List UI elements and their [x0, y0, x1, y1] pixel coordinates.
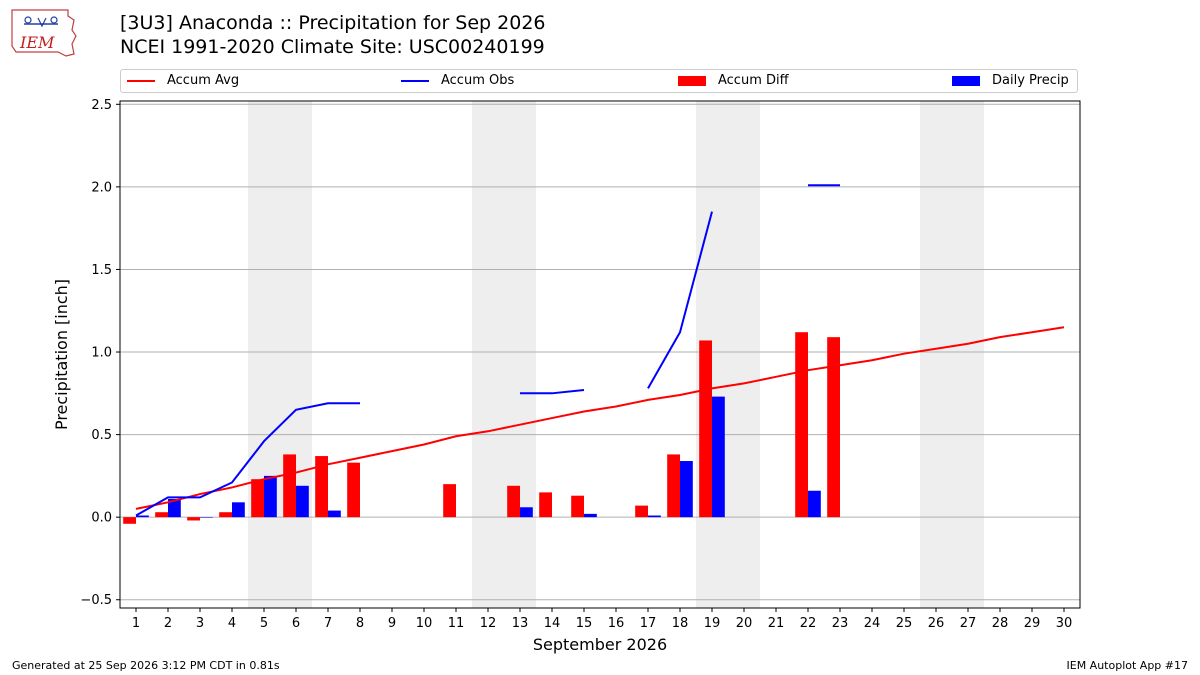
legend-swatch-accum-diff [678, 75, 706, 86]
legend-label-accum-obs: Accum Obs [441, 73, 515, 88]
x-tick-label: 16 [608, 616, 625, 631]
x-tick-label: 4 [228, 616, 236, 631]
generated-note: Generated at 25 Sep 2026 3:12 PM CDT in … [12, 659, 280, 672]
daily-precip-bar-19 [712, 396, 725, 518]
y-tick-label: −0.5 [80, 593, 112, 608]
daily-precip-bar-3 [200, 517, 213, 518]
weekend-band-2 [472, 101, 536, 608]
accum-diff-bar-8 [347, 462, 360, 518]
legend-swatch-accum-obs [401, 79, 429, 82]
x-tick-label: 1 [132, 616, 140, 631]
daily-precip-bar-6 [296, 485, 309, 518]
y-tick-label: 0.5 [91, 428, 112, 443]
daily-precip-bar-7 [328, 510, 341, 518]
y-tick-label: 0.0 [91, 511, 112, 526]
accum-diff-bar-18 [667, 454, 680, 518]
accum-diff-bar-11 [443, 484, 456, 518]
logo-text: IEM [19, 33, 55, 52]
x-tick-label: 7 [324, 616, 332, 631]
accum-diff-bar-2 [155, 512, 168, 518]
x-tick-label: 23 [832, 616, 849, 631]
legend-label-accum-avg: Accum Avg [167, 73, 240, 88]
app-label: IEM Autoplot App #17 [1066, 659, 1189, 672]
x-tick-label: 17 [640, 616, 657, 631]
daily-precip-bar-22 [808, 490, 821, 518]
y-tick-label: 1.0 [91, 346, 112, 361]
x-tick-label: 28 [992, 616, 1009, 631]
accum-avg-line [135, 326, 1065, 510]
plot-frame [119, 100, 1081, 609]
daily-precip-bar-17 [648, 515, 661, 518]
accum-obs-line-segment-1 [135, 402, 360, 517]
daily-precip-bar-2 [168, 499, 181, 518]
x-tick-label: 24 [864, 616, 881, 631]
x-tick-label: 25 [896, 616, 913, 631]
iem-logo: IEM [8, 6, 80, 60]
accum-obs-line-segment-2 [520, 389, 585, 395]
daily-precip-bar-1 [136, 515, 149, 518]
x-tick-label: 29 [1024, 616, 1041, 631]
accum-diff-bar-15 [571, 495, 584, 518]
daily-precip-bar-4 [232, 502, 245, 518]
x-tick-label: 12 [480, 616, 497, 631]
accum-diff-bar-22 [795, 332, 808, 518]
x-tick-label: 26 [928, 616, 945, 631]
accum-diff-bar-5 [251, 479, 264, 518]
accum-obs-line-segment-3 [647, 211, 713, 389]
legend-swatch-daily-precip [952, 75, 980, 86]
x-tick-label: 27 [960, 616, 977, 631]
daily-precip-bar-18 [680, 461, 693, 518]
x-tick-label: 3 [196, 616, 204, 631]
legend-item-accum-obs: Accum Obs [401, 73, 514, 88]
legend-item-accum-avg: Accum Avg [127, 73, 239, 88]
x-tick-label: 2 [164, 616, 172, 631]
x-tick-label: 9 [388, 616, 396, 631]
x-tick-label: 6 [292, 616, 300, 631]
x-tick-label: 20 [736, 616, 753, 631]
y-tick-label: 1.5 [91, 263, 112, 278]
accum-diff-bar-6 [283, 454, 296, 518]
x-tick-label: 15 [576, 616, 593, 631]
accum-diff-bar-17 [635, 505, 648, 518]
x-tick-label: 10 [416, 616, 433, 631]
daily-precip-bar-15 [584, 513, 597, 518]
accum-diff-bar-7 [315, 456, 328, 518]
accum-diff-bar-19 [699, 340, 712, 518]
legend: Accum Avg Accum Obs Accum Diff Daily Pre… [120, 69, 1078, 93]
legend-item-accum-diff: Accum Diff [678, 73, 789, 88]
legend-item-daily-precip: Daily Precip [952, 73, 1069, 88]
x-tick-label: 14 [544, 616, 561, 631]
legend-swatch-accum-avg [127, 79, 155, 82]
weekend-band-4 [920, 101, 984, 608]
accum-diff-bar-13 [507, 485, 520, 518]
accum-diff-bar-1 [123, 517, 136, 524]
legend-label-accum-diff: Accum Diff [718, 73, 789, 88]
x-tick-label: 21 [768, 616, 785, 631]
accum-diff-bar-14 [539, 492, 552, 518]
x-tick-label: 5 [260, 616, 268, 631]
y-tick-label: 2.0 [91, 180, 112, 195]
x-tick-label: 30 [1056, 616, 1073, 631]
y-axis-label: Precipitation [inch] [52, 279, 71, 430]
x-tick-label: 11 [448, 616, 465, 631]
x-tick-label: 19 [704, 616, 721, 631]
x-tick-label: 8 [356, 616, 364, 631]
x-tick-label: 18 [672, 616, 689, 631]
x-axis-label: September 2026 [533, 635, 667, 654]
daily-precip-bar-13 [520, 507, 533, 518]
daily-precip-bar-5 [264, 475, 277, 518]
weekend-band-1 [248, 101, 312, 608]
y-tick-label: 2.5 [91, 98, 112, 113]
accum-diff-bar-3 [187, 517, 200, 521]
x-tick-label: 22 [800, 616, 817, 631]
legend-label-daily-precip: Daily Precip [992, 73, 1069, 88]
x-tick-label: 13 [512, 616, 529, 631]
accum-diff-bar-23 [827, 337, 840, 518]
chart-title: [3U3] Anaconda :: Precipitation for Sep … [120, 12, 546, 34]
accum-diff-bar-4 [219, 512, 232, 518]
chart-subtitle: NCEI 1991-2020 Climate Site: USC00240199 [120, 36, 545, 58]
